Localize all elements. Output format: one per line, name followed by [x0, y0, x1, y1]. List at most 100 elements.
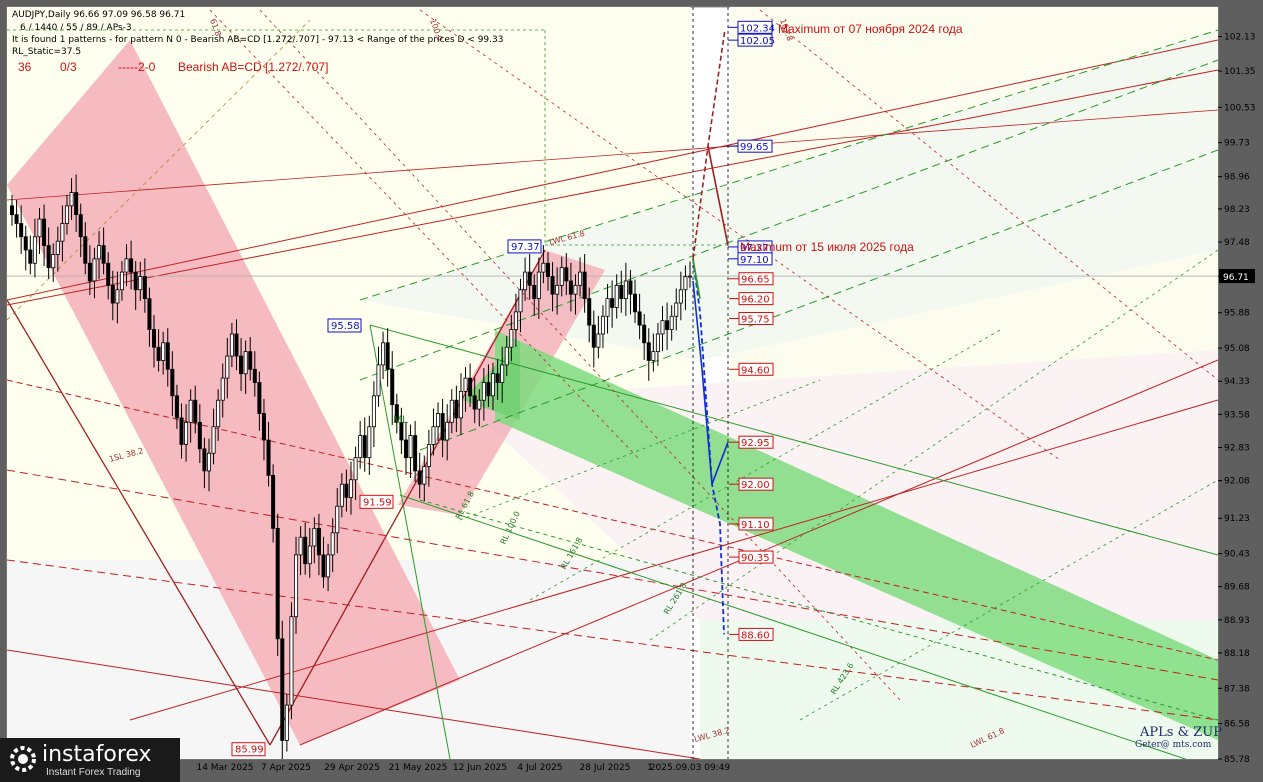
candle[interactable] — [683, 265, 688, 311]
candle[interactable] — [261, 398, 266, 461]
candle[interactable] — [156, 329, 161, 372]
candle[interactable] — [545, 252, 550, 291]
candle[interactable] — [87, 245, 92, 296]
candle[interactable] — [596, 315, 601, 359]
candle[interactable] — [376, 346, 381, 407]
candle[interactable] — [495, 359, 500, 400]
candle[interactable] — [431, 408, 436, 456]
candle[interactable] — [463, 367, 468, 412]
candle[interactable] — [445, 404, 450, 461]
candle[interactable] — [138, 261, 143, 301]
candle[interactable] — [266, 421, 271, 487]
candle[interactable] — [326, 543, 331, 592]
candle[interactable] — [504, 336, 509, 376]
candle[interactable] — [436, 402, 441, 441]
candle[interactable] — [655, 322, 660, 366]
candle[interactable] — [225, 337, 230, 399]
candle[interactable] — [330, 518, 335, 573]
candle[interactable] — [353, 446, 358, 501]
candle[interactable] — [170, 351, 175, 417]
candle[interactable] — [619, 270, 624, 313]
candle[interactable] — [147, 287, 152, 347]
candle[interactable] — [440, 398, 445, 458]
candle[interactable] — [582, 253, 587, 313]
candle[interactable] — [491, 362, 496, 410]
candle[interactable] — [74, 174, 79, 232]
candle[interactable] — [509, 314, 514, 362]
candle[interactable] — [367, 415, 372, 475]
candle[interactable] — [587, 287, 592, 343]
candle[interactable] — [335, 488, 340, 554]
candle[interactable] — [642, 314, 647, 361]
candle[interactable] — [28, 235, 33, 275]
candle[interactable] — [468, 363, 473, 407]
candle[interactable] — [9, 194, 14, 226]
candle[interactable] — [628, 269, 633, 315]
candle[interactable] — [454, 385, 459, 433]
candle[interactable] — [513, 293, 518, 347]
candle[interactable] — [23, 225, 28, 271]
candle[interactable] — [115, 271, 120, 324]
candle[interactable] — [119, 261, 124, 301]
candle[interactable] — [564, 253, 569, 296]
candle[interactable] — [294, 536, 299, 634]
candle[interactable] — [688, 261, 693, 288]
candle[interactable] — [536, 257, 541, 319]
candle[interactable] — [651, 333, 656, 372]
candle[interactable] — [417, 452, 422, 499]
candle[interactable] — [362, 417, 367, 472]
candle[interactable] — [358, 420, 363, 469]
candle[interactable] — [413, 420, 418, 482]
candle[interactable] — [161, 331, 166, 375]
candle[interactable] — [568, 262, 573, 312]
candle[interactable] — [92, 247, 97, 299]
candle[interactable] — [371, 381, 376, 448]
candle[interactable] — [193, 385, 198, 434]
candle[interactable] — [381, 331, 386, 380]
candle[interactable] — [83, 222, 88, 275]
candle[interactable] — [69, 177, 74, 220]
candle[interactable] — [665, 302, 670, 350]
candle[interactable] — [623, 262, 628, 316]
candle[interactable] — [550, 261, 555, 312]
candle[interactable] — [216, 389, 221, 441]
candle[interactable] — [239, 337, 244, 391]
candle[interactable] — [51, 243, 56, 282]
candle[interactable] — [142, 258, 147, 313]
candle[interactable] — [348, 461, 353, 515]
candle[interactable] — [60, 205, 65, 262]
candle[interactable] — [458, 373, 463, 436]
candle[interactable] — [527, 253, 532, 300]
candle[interactable] — [303, 522, 308, 575]
candle[interactable] — [660, 306, 665, 352]
candle[interactable] — [124, 244, 129, 287]
candle[interactable] — [573, 274, 578, 315]
candle[interactable] — [312, 517, 317, 564]
candle[interactable] — [321, 536, 326, 589]
candle[interactable] — [243, 340, 248, 395]
candle[interactable] — [523, 257, 528, 301]
candle[interactable] — [394, 393, 399, 434]
candle[interactable] — [280, 620, 285, 761]
candle[interactable] — [486, 364, 491, 407]
candle[interactable] — [298, 526, 303, 576]
candle[interactable] — [426, 429, 431, 487]
candle[interactable] — [220, 363, 225, 418]
candle[interactable] — [674, 288, 679, 331]
candle[interactable] — [289, 602, 294, 720]
candle[interactable] — [184, 404, 189, 462]
candle[interactable] — [316, 513, 321, 576]
candle[interactable] — [307, 527, 312, 578]
candle[interactable] — [578, 257, 583, 297]
candle[interactable] — [646, 328, 651, 381]
candle[interactable] — [399, 407, 404, 455]
candle[interactable] — [518, 278, 523, 333]
candle[interactable] — [633, 279, 638, 323]
candle[interactable] — [64, 194, 69, 235]
candle[interactable] — [197, 404, 202, 463]
candle[interactable] — [37, 208, 42, 254]
candle[interactable] — [110, 270, 115, 321]
candle[interactable] — [106, 252, 111, 300]
candle[interactable] — [257, 371, 262, 431]
